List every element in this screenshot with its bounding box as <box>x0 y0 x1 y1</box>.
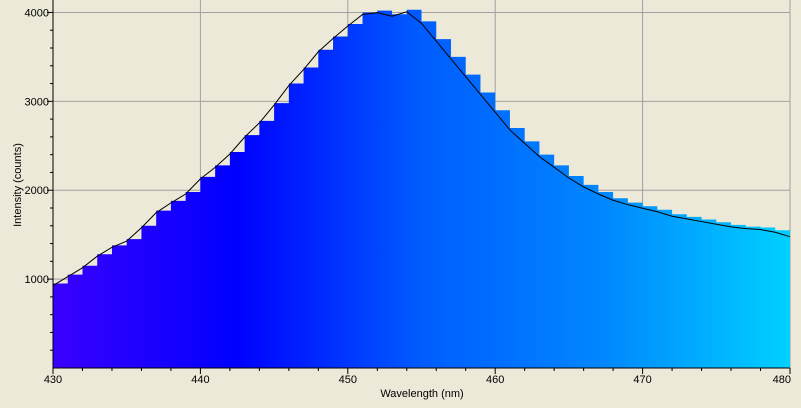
x-tick-label-450: 450 <box>339 374 357 386</box>
spectrum-line <box>52 11 791 286</box>
y-axis-title: Intensity (counts) <box>12 143 24 227</box>
axes <box>47 0 791 374</box>
x-tick-label-440: 440 <box>191 374 209 386</box>
y-tick-label-3000: 3000 <box>25 96 49 108</box>
x-tick-label-430: 430 <box>44 374 62 386</box>
x-tick-label-460: 460 <box>486 374 504 386</box>
y-tick-label-2000: 2000 <box>25 185 49 197</box>
x-tick-label-480: 480 <box>773 374 791 386</box>
spectrum-fill <box>53 9 790 369</box>
x-axis-title: Wavelength (nm) <box>380 388 463 400</box>
spectrum-area <box>53 9 790 369</box>
y-tick-label-1000: 1000 <box>25 274 49 286</box>
y-tick-label-4000: 4000 <box>25 7 49 19</box>
tick-labels: 430 440 450 460 470 480 1000 2000 3000 4000 <box>25 7 791 386</box>
x-tick-label-470: 470 <box>633 374 651 386</box>
intensity-line <box>52 11 791 286</box>
